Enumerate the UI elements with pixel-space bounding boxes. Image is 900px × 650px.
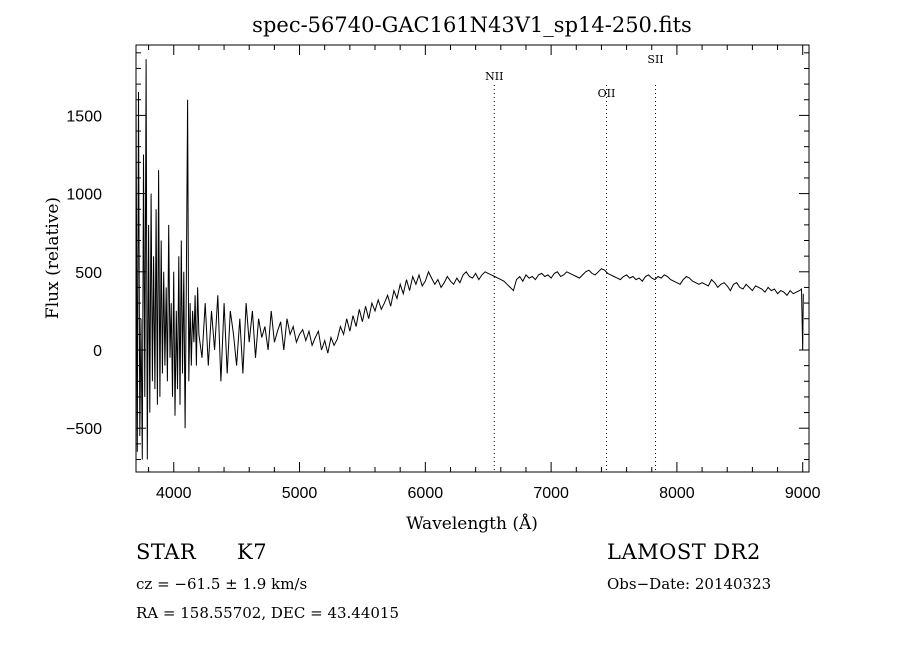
y-tick-label: −500: [66, 421, 102, 438]
object-subclass: K7: [237, 540, 268, 564]
emission-line-label: SII: [647, 53, 663, 66]
chart-title: spec-56740-GAC161N43V1_sp14-250.fits: [252, 13, 692, 37]
x-tick-label: 9000: [785, 485, 821, 502]
object-class: STAR: [136, 540, 197, 564]
x-axis-label: Wavelength (Å): [406, 513, 538, 534]
plot-frame: [135, 44, 810, 473]
emission-line-label: OII: [598, 87, 616, 100]
emission-lines: NII OII SII: [485, 53, 664, 472]
y-tick-label: 1500: [66, 108, 102, 125]
y-tick-label: 0: [93, 343, 102, 360]
emission-line-label: NII: [485, 70, 503, 83]
y-tick-label: 500: [75, 265, 102, 282]
survey-name: LAMOST DR2: [607, 540, 761, 564]
redshift-cz: cz = −61.5 ± 1.9 km/s: [136, 575, 308, 593]
y-axis-label: Flux (relative): [43, 197, 63, 319]
x-tick-label: 6000: [408, 485, 444, 502]
x-tick-label: 5000: [282, 485, 318, 502]
x-tick-label: 8000: [659, 485, 695, 502]
spectrum-line: [135, 59, 804, 460]
ra-dec: RA = 158.55702, DEC = 43.44015: [136, 604, 400, 622]
x-tick-label: 7000: [533, 485, 569, 502]
y-tick-label: 1000: [66, 187, 102, 204]
axis-ticks: 4000 5000 6000 7000 8000 9000 −500 0 500 1000 1500: [66, 45, 821, 502]
observation-date: Obs−Date: 20140323: [607, 575, 772, 593]
x-tick-label: 4000: [156, 485, 192, 502]
